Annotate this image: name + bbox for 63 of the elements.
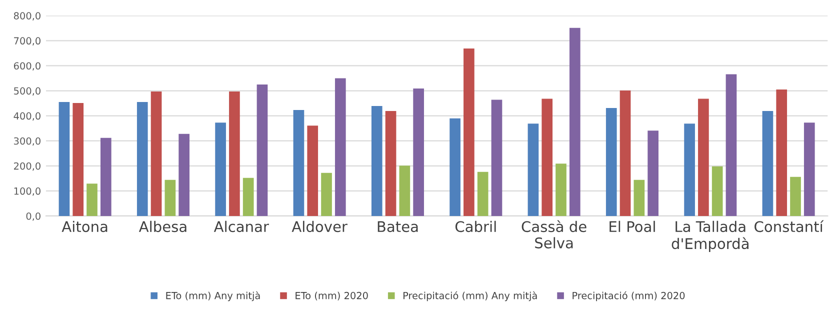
bar (569, 28, 580, 216)
bar (491, 100, 502, 216)
x-tick-label: La Tallada d'Empordà (672, 220, 748, 252)
bar (399, 166, 410, 216)
bar (804, 122, 815, 216)
y-tick-label: 400,0 (14, 112, 40, 121)
legend-label: Precipitació (mm) Any mitjà (404, 291, 537, 302)
y-tick-label: 100,0 (14, 187, 40, 196)
bar (256, 84, 268, 216)
bar (229, 92, 240, 216)
legend-label: Precipitació (mm) 2020 (572, 291, 685, 302)
bar (634, 180, 645, 216)
legend-label: ETo (mm) 2020 (296, 292, 368, 300)
x-tick-label: Constantí (754, 220, 824, 232)
x-tick-label: Aldover (292, 220, 348, 232)
y-tick-label: 600,0 (14, 62, 40, 71)
x-tick-label: Albesa (138, 220, 186, 232)
bar (321, 172, 332, 216)
bar (413, 88, 424, 216)
y-tick-label: 200,0 (14, 162, 40, 171)
x-tick-label: Batea (378, 221, 418, 232)
bar (712, 166, 723, 216)
bar (86, 184, 98, 216)
bar (464, 48, 474, 216)
bar (684, 124, 695, 216)
bar (293, 110, 304, 216)
bar (371, 106, 382, 216)
bar (620, 90, 631, 216)
x-tick-label: El Poal (610, 220, 655, 232)
bar (100, 138, 112, 216)
bar (58, 102, 70, 216)
bar (477, 172, 488, 216)
x-tick-label: Aitona (62, 220, 108, 232)
bar (450, 118, 460, 216)
bar (726, 74, 737, 216)
bar (215, 122, 226, 216)
x-tick-label: Cassà de Selva (522, 220, 586, 248)
bar (556, 164, 566, 216)
bar (542, 98, 553, 216)
y-tick-label: 300,0 (14, 137, 40, 146)
x-tick-label: Cabril (455, 220, 496, 232)
bar (150, 92, 162, 216)
y-tick-label: 0,0 (26, 212, 40, 221)
bar (307, 126, 318, 216)
y-tick-label: 800,0 (14, 12, 40, 20)
bar (385, 111, 396, 216)
bar (790, 176, 801, 216)
bar (136, 102, 148, 216)
bar (72, 103, 84, 216)
bar (762, 111, 774, 216)
bar (648, 130, 658, 216)
x-tick-label: Alcanar (214, 220, 269, 232)
bar (164, 180, 176, 216)
bar (606, 108, 617, 216)
y-tick-label: 700,0 (14, 37, 40, 46)
legend-label: ETo (mm) Any mitjà (166, 291, 260, 302)
bar (334, 78, 346, 216)
bar (776, 90, 788, 216)
bar (178, 134, 190, 216)
bar (698, 98, 709, 216)
bar (242, 178, 254, 216)
y-tick-label: 500,0 (14, 87, 40, 96)
bar (528, 124, 539, 216)
